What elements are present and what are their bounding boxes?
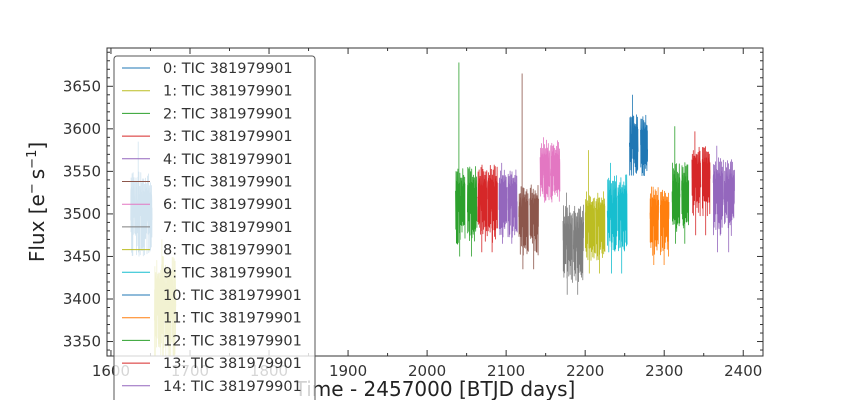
y-tick-label: 3650 bbox=[63, 77, 101, 95]
series-2-segment-1 bbox=[467, 166, 478, 257]
y-tick-label: 3600 bbox=[63, 120, 101, 138]
series-9-segment-1 bbox=[617, 174, 628, 274]
series-3-segment-0 bbox=[477, 164, 488, 253]
series-14-segment-1 bbox=[723, 159, 735, 253]
series-12-segment-1 bbox=[681, 162, 690, 244]
legend-label-6: 6: TIC 381979901 bbox=[163, 197, 293, 213]
series-6-segment-1 bbox=[550, 140, 561, 203]
y-axis-label: Flux [e− s−1] bbox=[25, 142, 49, 262]
series-14-segment-0 bbox=[712, 145, 724, 253]
series-10-segment-1 bbox=[640, 114, 648, 176]
legend-label-12: 12: TIC 381979901 bbox=[163, 333, 302, 349]
series-12 bbox=[671, 126, 690, 244]
series-11-segment-1 bbox=[659, 189, 670, 265]
legend-label-14: 14: TIC 381979901 bbox=[163, 379, 302, 395]
series-8 bbox=[584, 150, 606, 274]
series-8-segment-0 bbox=[584, 150, 596, 274]
series-2 bbox=[455, 62, 478, 257]
y-axis-label-end: ] bbox=[25, 142, 49, 150]
series-3 bbox=[477, 164, 498, 253]
legend-label-11: 11: TIC 381979901 bbox=[163, 311, 302, 327]
series-6 bbox=[539, 137, 561, 203]
y-axis-label-sup1: − bbox=[25, 183, 40, 194]
y-tick-label: 3550 bbox=[63, 162, 101, 180]
series-11-segment-0 bbox=[649, 186, 660, 265]
series-5 bbox=[518, 73, 539, 270]
y-tick-label: 3450 bbox=[63, 247, 101, 265]
x-tick-label: 2000 bbox=[408, 362, 446, 380]
legend-label-7: 7: TIC 381979901 bbox=[163, 220, 293, 236]
legend-label-2: 2: TIC 381979901 bbox=[163, 106, 293, 122]
legend-label-9: 9: TIC 381979901 bbox=[163, 265, 293, 281]
legend-label-3: 3: TIC 381979901 bbox=[163, 129, 293, 145]
legend-label-4: 4: TIC 381979901 bbox=[163, 152, 293, 168]
series-6-segment-0 bbox=[539, 137, 550, 203]
legend-label-0: 0: TIC 381979901 bbox=[163, 61, 293, 77]
series-3-segment-1 bbox=[487, 164, 498, 253]
legend-label-13: 13: TIC 381979901 bbox=[163, 356, 302, 372]
series-13 bbox=[691, 131, 711, 236]
series-4 bbox=[498, 162, 518, 244]
ticks-layer: 1600170018001900200021002200230024003350… bbox=[63, 48, 763, 380]
y-axis-label-sup2: −1 bbox=[25, 150, 40, 169]
legend-label-8: 8: TIC 381979901 bbox=[163, 243, 293, 259]
series-12-segment-0 bbox=[671, 126, 681, 244]
plot-frame bbox=[106, 47, 764, 357]
legend-box bbox=[113, 55, 316, 400]
series-14 bbox=[712, 145, 735, 253]
y-axis-label-main: Flux [e bbox=[25, 194, 49, 262]
x-tick-label: 2100 bbox=[487, 362, 525, 380]
series-2-segment-0 bbox=[455, 62, 466, 257]
y-tick-label: 3500 bbox=[63, 205, 101, 223]
series-9-segment-0 bbox=[606, 162, 618, 274]
series-11 bbox=[649, 186, 670, 265]
series-13-segment-1 bbox=[701, 146, 711, 236]
legend-label-1: 1: TIC 381979901 bbox=[163, 84, 293, 100]
x-tick-label: 2200 bbox=[566, 362, 604, 380]
legend-label-10: 10: TIC 381979901 bbox=[163, 288, 302, 304]
x-tick-label: 2400 bbox=[724, 362, 762, 380]
y-tick-label: 3400 bbox=[63, 290, 101, 308]
x-tick-label: 1900 bbox=[329, 362, 367, 380]
series-7 bbox=[562, 192, 584, 295]
x-tick-label: 2300 bbox=[645, 362, 683, 380]
y-axis-label-mid: s bbox=[25, 169, 49, 179]
series-10-segment-0 bbox=[629, 94, 639, 176]
series-5-segment-1 bbox=[529, 184, 539, 270]
series-13-segment-0 bbox=[691, 131, 701, 236]
legend: 0: TIC 381979901 1: TIC 381979901 2: TIC 3… bbox=[113, 55, 316, 400]
series-10 bbox=[629, 94, 648, 176]
series-7-segment-0 bbox=[562, 192, 573, 295]
series-5-segment-0 bbox=[518, 73, 529, 270]
series-9 bbox=[606, 162, 628, 274]
legend-label-5: 5: TIC 381979901 bbox=[163, 175, 293, 191]
series-4-segment-1 bbox=[507, 169, 518, 244]
series-8-segment-1 bbox=[595, 191, 606, 274]
y-tick-label: 3350 bbox=[63, 333, 101, 351]
series-4-segment-0 bbox=[498, 162, 508, 244]
series-7-segment-1 bbox=[572, 204, 584, 295]
x-axis-label: Time - 2457000 [BTJD days] bbox=[294, 377, 576, 400]
